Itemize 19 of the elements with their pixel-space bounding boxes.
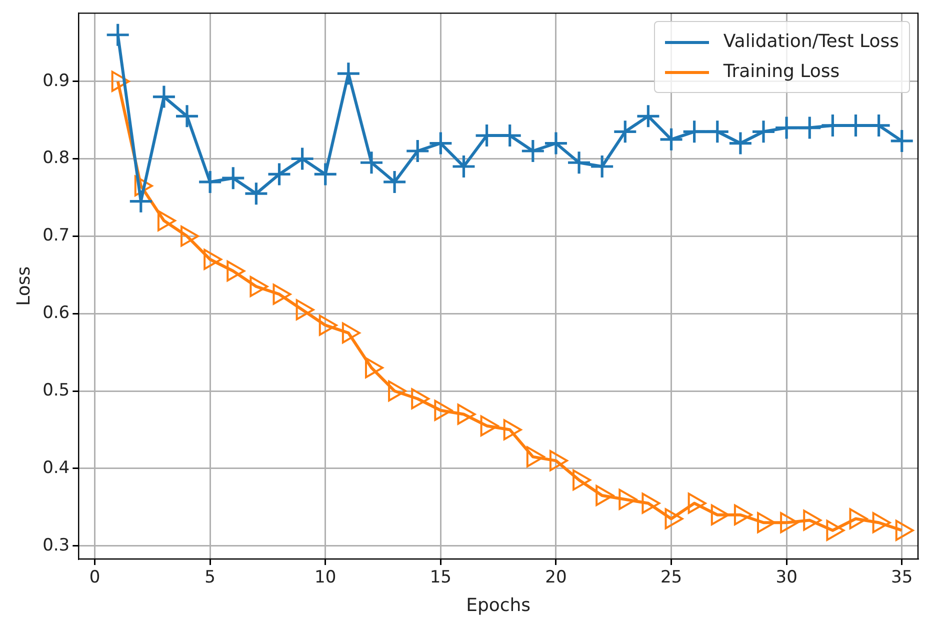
y-tick-label: 0.9 — [42, 70, 70, 91]
x-tick-label: 30 — [776, 568, 798, 588]
x-tick-label: 10 — [314, 568, 336, 588]
y-axis-title: Loss — [13, 266, 34, 306]
legend-label: Training Loss — [723, 60, 840, 84]
y-tick-label: 0.5 — [42, 380, 70, 400]
y-tick-label: 0.6 — [42, 303, 70, 324]
x-tick-label: 25 — [660, 568, 682, 588]
y-tick-label: 0.3 — [42, 535, 70, 556]
x-tick-label: 35 — [891, 568, 913, 588]
y-tick-label: 0.8 — [42, 148, 70, 168]
x-tick-label: 5 — [204, 568, 216, 588]
y-tick-label: 0.7 — [42, 226, 70, 246]
x-tick-label: 20 — [545, 568, 567, 588]
x-tick-label: 15 — [430, 568, 452, 588]
legend-label: Validation/Test Loss — [723, 30, 899, 54]
y-tick-label: 0.4 — [42, 458, 70, 478]
x-axis-title: Epochs — [466, 594, 531, 616]
x-tick-label: 0 — [89, 568, 100, 588]
